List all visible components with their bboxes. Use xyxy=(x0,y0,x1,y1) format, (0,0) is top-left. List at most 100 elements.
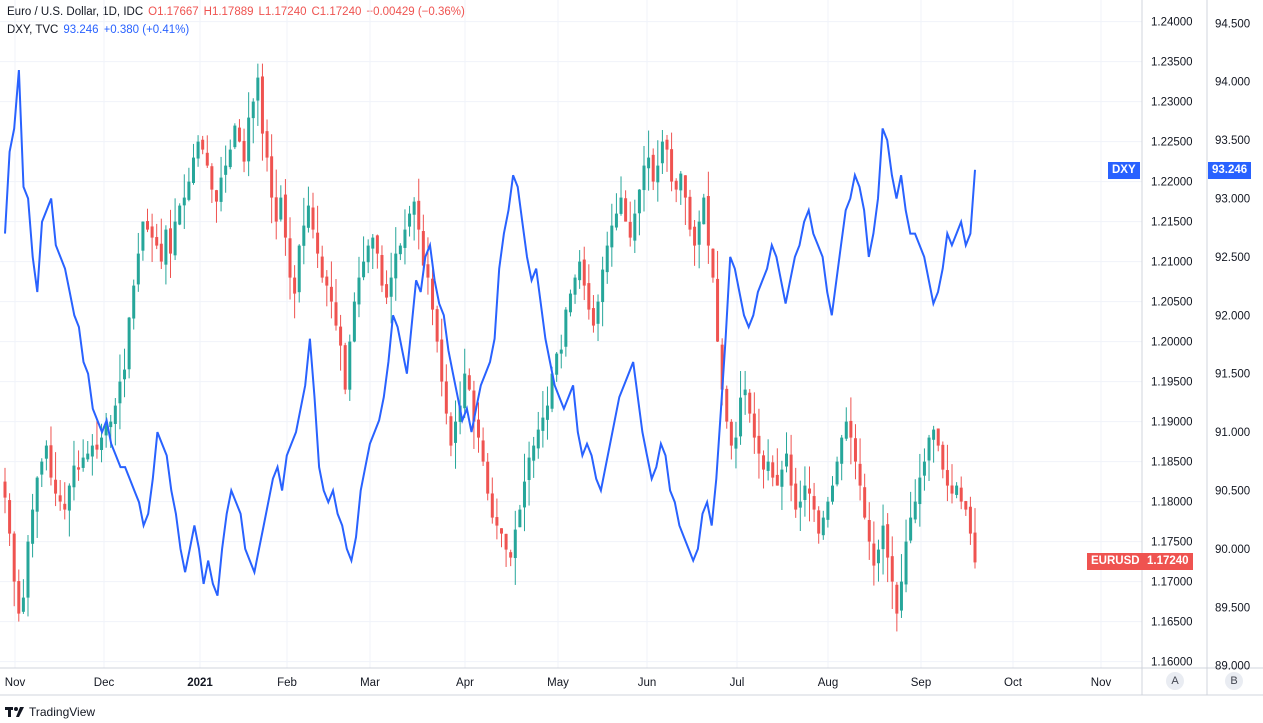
eurusd-candle-body xyxy=(58,495,62,502)
eurusd-candlestick-series xyxy=(3,63,977,632)
eurusd-candle-body xyxy=(311,207,315,230)
eurusd-candle-body xyxy=(196,141,200,159)
eurusd-candle-body xyxy=(499,528,503,534)
eurusd-candle-body xyxy=(21,597,25,612)
eurusd-value-tag: 1.17240 xyxy=(1143,553,1193,570)
eurusd-tick-label: 1.22000 xyxy=(1151,177,1193,189)
eurusd-candle-body xyxy=(159,243,163,262)
time-tick-label: Dec xyxy=(94,677,115,689)
eurusd-candle-body xyxy=(830,485,834,502)
eurusd-candle-body xyxy=(610,225,614,248)
eurusd-candle-body xyxy=(918,477,922,505)
eurusd-candle-body xyxy=(596,301,600,324)
eurusd-legend-change: −0.00429 (−0.36%) xyxy=(366,6,465,18)
eurusd-candle-body xyxy=(77,467,81,470)
eurusd-candle-body xyxy=(550,373,554,409)
eurusd-candle-body xyxy=(693,226,697,246)
eurusd-tick-label: 1.18500 xyxy=(1151,457,1193,469)
eurusd-candle-body xyxy=(306,205,310,228)
eurusd-candle-body xyxy=(35,477,39,512)
eurusd-candle-body xyxy=(191,157,195,184)
eurusd-candle-body xyxy=(697,221,701,245)
dxy-legend[interactable]: DXY, TVC 93.246 +0.380 (+0.41%) xyxy=(7,24,194,36)
dxy-tick-label: 92.500 xyxy=(1215,252,1250,264)
eurusd-candle-body xyxy=(536,429,540,449)
eurusd-candle-body xyxy=(182,197,186,206)
eurusd-candle-body xyxy=(109,421,113,428)
time-tick-label: Oct xyxy=(1004,677,1023,689)
eurusd-candle-body xyxy=(950,485,954,494)
eurusd-candle-body xyxy=(444,381,448,414)
eurusd-tick-label: 1.20500 xyxy=(1151,297,1193,309)
scale-a-button[interactable]: A xyxy=(1166,672,1184,690)
dxy-tick-label: 90.500 xyxy=(1215,485,1250,497)
eurusd-candle-body xyxy=(752,413,756,438)
eurusd-candle-body xyxy=(867,520,871,542)
eurusd-candle-body xyxy=(780,469,784,487)
eurusd-candle-body xyxy=(945,470,949,486)
eurusd-legend[interactable]: Euro / U.S. Dollar, 1D, IDC O1.17667 H1.17… xyxy=(7,6,470,18)
eurusd-tick-label: 1.20000 xyxy=(1151,337,1193,349)
eurusd-candle-body xyxy=(959,487,963,502)
eurusd-candle-body xyxy=(688,196,692,230)
eurusd-candle-body xyxy=(288,238,292,278)
eurusd-candle-body xyxy=(674,180,678,190)
eurusd-candle-body xyxy=(624,198,628,222)
eurusd-candle-body xyxy=(339,326,343,346)
eurusd-candle-body xyxy=(95,444,99,450)
eurusd-candle-body xyxy=(348,341,352,390)
tradingview-brand: TradingView xyxy=(29,705,96,719)
eurusd-candle-body xyxy=(302,225,306,246)
eurusd-candle-body xyxy=(725,388,729,422)
eurusd-candle-body xyxy=(637,189,641,214)
eurusd-candle-body xyxy=(739,397,743,437)
eurusd-price-axis: 1.24000 1.23500 1.23000 1.22500 1.22000 1.215… xyxy=(1151,17,1193,669)
eurusd-candle-body xyxy=(568,293,572,313)
eurusd-candle-body xyxy=(224,165,228,175)
dxy-name-tag: DXY xyxy=(1108,162,1140,179)
eurusd-candle-body xyxy=(840,437,844,464)
eurusd-candle-body xyxy=(279,197,283,220)
eurusd-candle-body xyxy=(67,485,71,511)
eurusd-candle-body xyxy=(789,454,793,486)
eurusd-candle-body xyxy=(798,501,802,508)
eurusd-candle-body xyxy=(8,500,12,534)
time-tick-label: May xyxy=(547,677,569,689)
dxy-tick-label: 90.000 xyxy=(1215,544,1250,556)
eurusd-candle-body xyxy=(316,232,320,254)
eurusd-candle-body xyxy=(785,453,789,467)
eurusd-candle-body xyxy=(260,76,264,134)
eurusd-candle-body xyxy=(270,156,274,198)
time-tick-label: Sep xyxy=(911,677,931,689)
eurusd-candle-body xyxy=(495,517,499,526)
eurusd-candle-body xyxy=(155,237,159,246)
tradingview-logo[interactable]: TradingView xyxy=(5,705,95,719)
eurusd-tick-label: 1.19000 xyxy=(1151,417,1193,429)
chart-grid xyxy=(0,0,1142,668)
eurusd-candle-body xyxy=(711,248,715,278)
eurusd-tick-label: 1.21000 xyxy=(1151,257,1193,269)
eurusd-candle-body xyxy=(251,101,255,119)
eurusd-candle-body xyxy=(150,226,154,238)
eurusd-tick-label: 1.16000 xyxy=(1151,657,1193,669)
eurusd-candle-body xyxy=(757,435,761,454)
eurusd-candle-body xyxy=(283,194,287,238)
eurusd-candle-body xyxy=(54,479,58,494)
eurusd-candle-body xyxy=(297,245,301,293)
eurusd-candle-body xyxy=(233,125,237,148)
eurusd-candle-body xyxy=(504,533,508,550)
scale-b-button[interactable]: B xyxy=(1225,672,1243,690)
eurusd-candle-body xyxy=(679,173,683,191)
eurusd-candle-body xyxy=(886,524,890,558)
eurusd-candle-body xyxy=(463,373,467,409)
eurusd-candle-body xyxy=(716,278,720,342)
eurusd-candle-body xyxy=(720,344,724,390)
eurusd-candle-body xyxy=(205,152,209,166)
eurusd-candle-body xyxy=(426,264,430,278)
eurusd-candle-body xyxy=(431,278,435,310)
eurusd-candle-body xyxy=(973,532,977,563)
eurusd-candle-body xyxy=(927,437,931,461)
eurusd-tick-label: 1.23500 xyxy=(1151,57,1193,69)
eurusd-candle-body xyxy=(555,353,559,375)
